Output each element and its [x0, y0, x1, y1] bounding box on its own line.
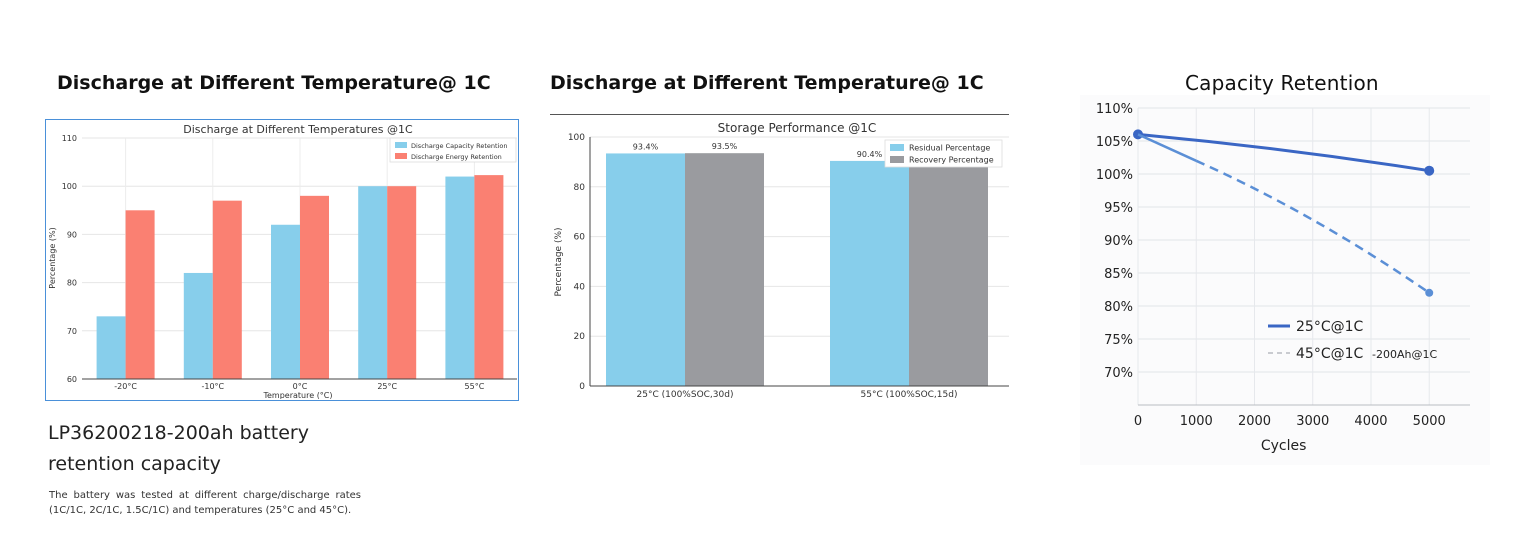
- chart3-xtick-label: 0: [1134, 414, 1142, 429]
- chart2-ytick-label: 100: [568, 133, 585, 143]
- product-description: The battery was tested at different char…: [49, 490, 361, 516]
- storage-performance-chart: Storage Performance @1C 0 20 40 60 80 100 93.4%…: [549, 115, 1011, 405]
- capacity-retention-title: Capacity Retention: [1185, 71, 1379, 95]
- discharge-temperature-svg: Discharge at Different Temperatures @1C 6…: [48, 123, 518, 400]
- chart1-bar-capacity: [271, 224, 300, 379]
- chart2-ytick-label: 60: [574, 233, 586, 243]
- chart1-xtick-label: 25°C: [377, 382, 397, 391]
- chart3-ytick-label: 90%: [1104, 234, 1133, 249]
- chart2-bar-recovery: [909, 160, 988, 386]
- chart1-heading: Discharge at Different Temperature@ 1C: [57, 72, 491, 94]
- chart1-bar-energy: [387, 186, 417, 379]
- chart1-xtick-label: 0°C: [293, 382, 308, 391]
- chart1-legend-label: Discharge Capacity Retention: [411, 142, 507, 150]
- chart3-ytick-label: 110%: [1096, 102, 1133, 117]
- chart1-ytick-label: 90: [67, 230, 77, 239]
- chart2-divider: [550, 114, 1009, 115]
- chart1-bar-energy: [125, 210, 155, 379]
- chart3-ytick-label: 105%: [1096, 135, 1133, 150]
- chart3-xtick-label: 1000: [1180, 414, 1213, 429]
- chart3-legend-label: 45°C@1C: [1296, 346, 1363, 362]
- chart1-legend-label: Discharge Energy Retention: [411, 153, 502, 161]
- chart3-ytick-label: 85%: [1104, 267, 1133, 282]
- chart1-legend: [389, 137, 517, 163]
- chart3-ytick-label: 95%: [1104, 201, 1133, 216]
- chart2-data-label: 93.5%: [712, 142, 738, 151]
- chart1-bar-energy: [212, 200, 242, 379]
- chart1-bar-energy: [300, 195, 329, 379]
- chart3-xtick-label: 5000: [1413, 414, 1446, 429]
- chart1-xtick-label: 55°C: [465, 382, 485, 391]
- chart3-ytick-label: 70%: [1104, 366, 1133, 381]
- capacity-retention-chart: 70% 75% 80% 85% 90% 95% 100% 105% 110% 0 1000 2000 3…: [1080, 95, 1490, 465]
- capacity-retention-svg: 70% 75% 80% 85% 90% 95% 100% 105% 110% 0 1000 2000 3…: [1096, 102, 1470, 454]
- chart2-xtick-label: 55°C (100%SOC,15d): [861, 390, 958, 400]
- chart1-ytick-label: 80: [67, 279, 77, 288]
- chart2-data-label: 90.4%: [857, 150, 883, 159]
- chart1-xtick-label: -10°C: [201, 382, 224, 391]
- chart3-legend-label: 25°C@1C: [1296, 319, 1363, 335]
- chart1-ytick-label: 110: [62, 134, 77, 143]
- chart1-bar-capacity: [358, 186, 388, 379]
- chart3-xtick-label: 4000: [1354, 414, 1387, 429]
- chart1-bar-energy: [474, 175, 504, 379]
- chart2-xtick-label: 25°C (100%SOC,30d): [637, 390, 734, 400]
- chart3-xtick-label: 2000: [1238, 414, 1271, 429]
- discharge-temperature-chart: Discharge at Different Temperatures @1C 6…: [45, 119, 519, 401]
- chart2-ytick-label: 80: [574, 183, 586, 193]
- chart2-ytick-label: 40: [574, 282, 586, 292]
- chart1-ytick-label: 100: [62, 182, 77, 191]
- chart3-series-line-45c-start: [1137, 133, 1197, 162]
- chart3-point-45c: [1425, 288, 1434, 297]
- product-title: LP36200218-200ah battery retention capac…: [48, 422, 309, 475]
- chart2-legend-swatch: [890, 144, 904, 151]
- chart2-ytick-label: 0: [579, 382, 585, 392]
- chart2-bar-recovery: [685, 153, 764, 386]
- chart1-xlabel: Temperature (°C): [262, 391, 332, 399]
- chart1-ytick-label: 70: [67, 327, 77, 336]
- chart2-ylabel: Percentage (%): [554, 227, 564, 296]
- chart1-legend-swatch: [395, 142, 407, 148]
- chart1-bar-capacity: [445, 176, 475, 379]
- chart3-legend-suffix: -200Ah@1C: [1372, 348, 1437, 361]
- chart3-xtick-label: 3000: [1296, 414, 1329, 429]
- storage-performance-svg: Storage Performance @1C 0 20 40 60 80 100 93.4%…: [554, 121, 1009, 400]
- chart3-ytick-label: 100%: [1096, 168, 1133, 183]
- chart1-bar-capacity: [96, 316, 126, 379]
- chart1-xtick-label: -20°C: [114, 382, 137, 391]
- chart1-ylabel: Percentage (%): [48, 227, 57, 288]
- chart1-legend-swatch: [395, 153, 407, 159]
- chart2-bar-residual: [830, 160, 909, 386]
- chart3-series-line-25c: [1137, 132, 1430, 173]
- chart2-bar-residual: [606, 153, 685, 386]
- chart2-ytick-label: 20: [574, 332, 586, 342]
- chart3-point-25c: [1133, 129, 1143, 140]
- chart3-ytick-label: 75%: [1104, 333, 1133, 348]
- chart1-title: Discharge at Different Temperatures @1C: [183, 123, 413, 136]
- chart3-ytick-label: 80%: [1104, 300, 1133, 315]
- chart3-series-line-45c: [1195, 159, 1430, 294]
- chart2-legend: [884, 139, 1003, 168]
- chart2-heading: Discharge at Different Temperature@ 1C: [550, 72, 984, 94]
- chart2-data-label: 93.4%: [633, 142, 659, 151]
- chart1-bar-capacity: [183, 272, 213, 379]
- chart2-legend-label: Recovery Percentage: [909, 156, 994, 165]
- chart2-legend-label: Residual Percentage: [909, 144, 990, 153]
- chart1-ytick-label: 60: [67, 375, 77, 384]
- chart2-legend-swatch: [890, 156, 904, 163]
- chart3-xlabel: Cycles: [1261, 438, 1307, 454]
- chart2-title: Storage Performance @1C: [718, 121, 877, 135]
- chart3-point-25c: [1424, 165, 1435, 176]
